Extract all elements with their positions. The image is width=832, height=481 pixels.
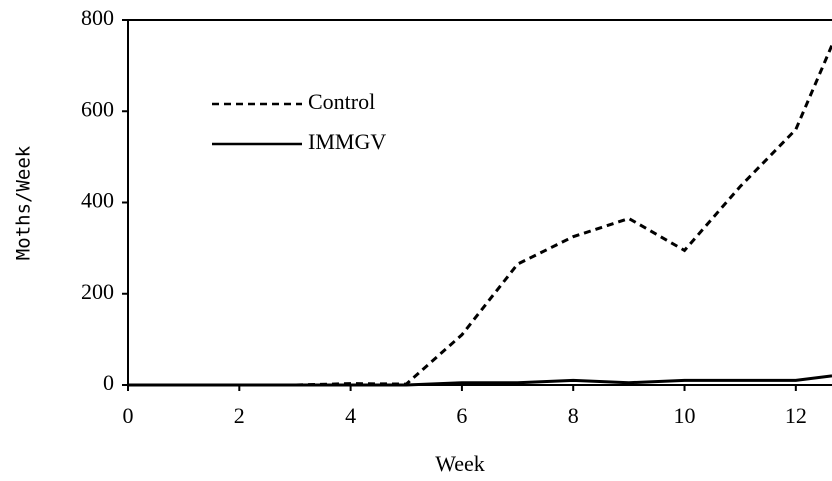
x-tick-label: 2 xyxy=(234,403,245,428)
y-tick-label: 800 xyxy=(81,5,114,30)
x-tick-label: 0 xyxy=(123,403,134,428)
legend-label: IMMGV xyxy=(308,129,386,154)
x-tick-label: 10 xyxy=(674,403,696,428)
y-tick-label: 0 xyxy=(103,370,114,395)
x-axis-label: Week xyxy=(435,451,485,476)
series-line xyxy=(128,44,832,387)
y-tick-label: 400 xyxy=(81,188,114,213)
series-line xyxy=(128,374,832,387)
y-axis-label: Moths/Week xyxy=(13,145,35,260)
legend-label: Control xyxy=(308,89,375,114)
y-tick-label: 600 xyxy=(81,96,114,121)
x-tick-label: 4 xyxy=(345,403,356,428)
y-tick-label: 200 xyxy=(81,279,114,304)
x-tick-label: 8 xyxy=(568,403,579,428)
x-tick-label: 12 xyxy=(785,403,807,428)
x-tick-label: 6 xyxy=(456,403,467,428)
